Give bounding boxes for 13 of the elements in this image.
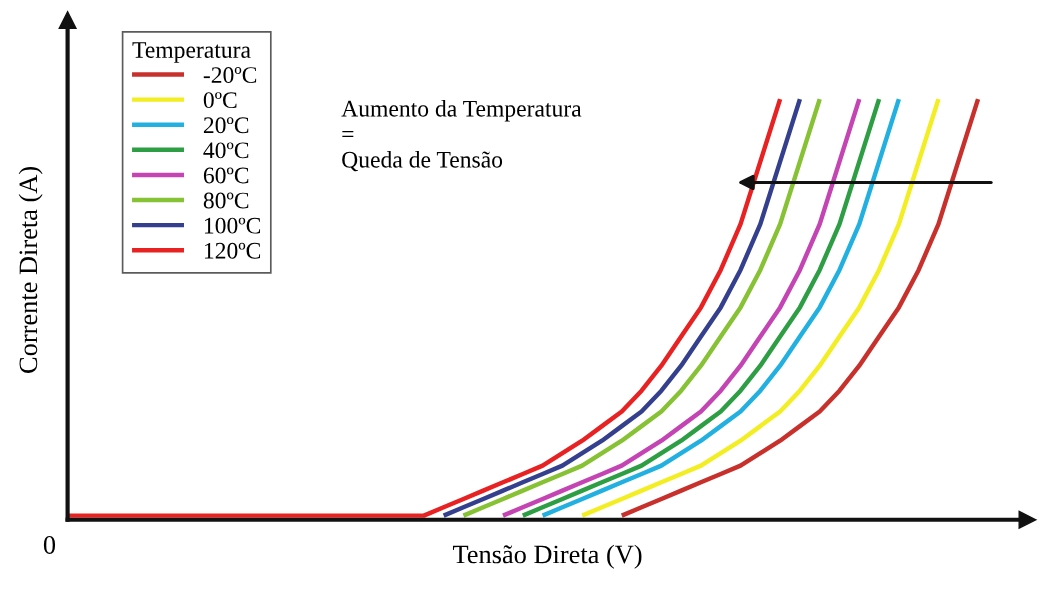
- legend-label: 80ºC: [203, 192, 249, 209]
- legend-label: 100ºC: [204, 217, 261, 234]
- legend-label: 120ºC: [204, 242, 261, 259]
- annotation: Aumento da Temperatura = Queda de Tensão: [341, 100, 582, 172]
- text: 0: [43, 536, 56, 554]
- legend-label: 40ºC: [203, 142, 249, 159]
- legend-label: 0ºC: [203, 92, 237, 109]
- legend-title: Temperatura: [132, 42, 251, 63]
- legend-label: 60ºC: [203, 167, 249, 184]
- x-axis-title: Tensão Direta (V): [452, 544, 642, 569]
- legend-label: 20ºC: [203, 117, 249, 134]
- legend-label: -20ºC: [203, 67, 257, 84]
- y-axis-title: Corrente Direta (A): [18, 167, 43, 373]
